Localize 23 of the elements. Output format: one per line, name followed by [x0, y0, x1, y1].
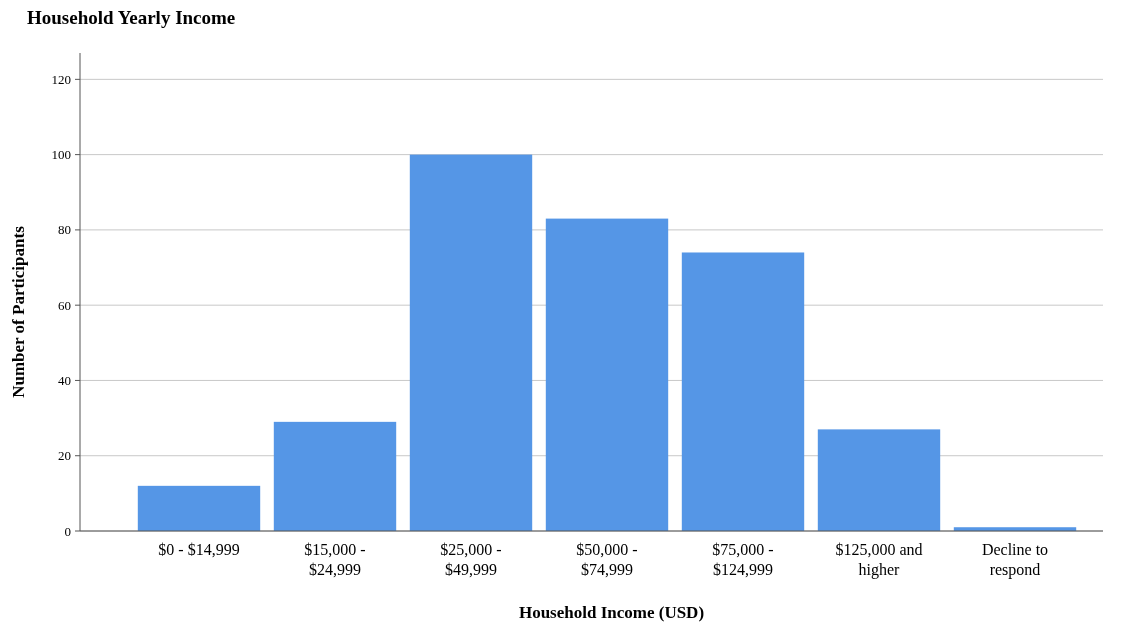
x-tick-label: $50,000 - $74,999: [576, 541, 638, 578]
x-tick-label: $25,000 - $49,999: [440, 541, 502, 578]
y-tick-label: 100: [51, 147, 71, 163]
x-tick-label: $0 - $14,999: [158, 541, 240, 558]
y-tick-label: 40: [58, 373, 71, 388]
bar: [817, 429, 941, 531]
x-tick-label: Decline to respond: [981, 541, 1049, 579]
y-tick-label: 80: [58, 222, 71, 238]
y-tick-label: 60: [58, 297, 71, 313]
x-tick-label: $15,000 - $24,999: [304, 541, 366, 578]
bar: [409, 154, 533, 531]
bar: [545, 218, 669, 531]
bar: [273, 421, 397, 531]
y-tick-label: 120: [51, 71, 71, 87]
chart-title: Household Yearly Income: [27, 7, 236, 28]
bar: [137, 485, 261, 531]
bar: [681, 252, 805, 531]
x-tick-label: $125,000 and higher: [835, 541, 923, 579]
y-tick-label: 0: [64, 523, 71, 539]
y-axis-title: Number of Participants: [9, 225, 28, 398]
x-tick-label: $75,000 - $124,999: [712, 541, 774, 578]
y-tick-label: 20: [58, 448, 71, 464]
x-axis-title: Household Income (USD): [518, 603, 705, 622]
